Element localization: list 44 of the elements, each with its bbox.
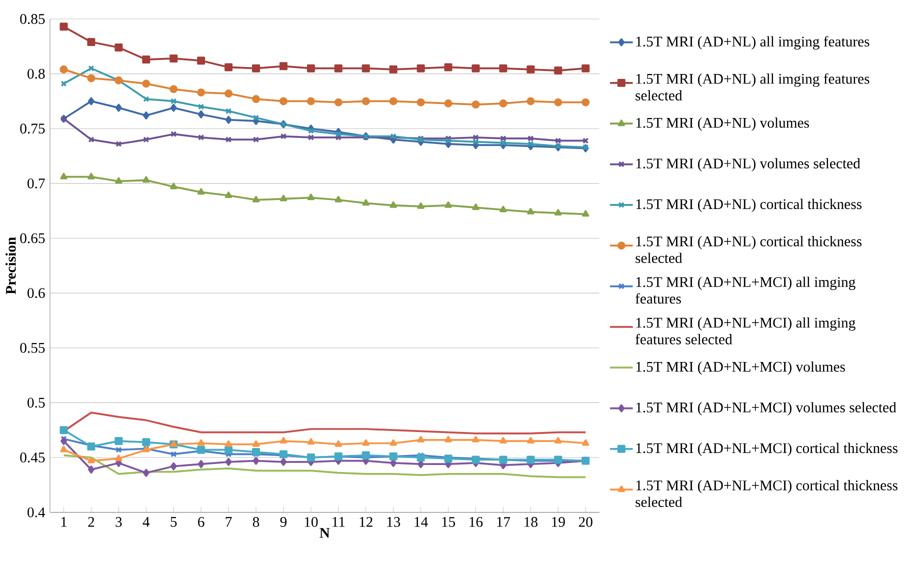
x-tick-label: 15 (442, 517, 456, 527)
legend-label: 1.5T MRI (AD+NL+MCI) all imging features (636, 276, 856, 304)
legend-label: 1.5T MRI (AD+NL+MCI) all imging features selected (636, 317, 856, 344)
y-tick-label: 0.8 (28, 68, 45, 79)
y-tick-label: 0.45 (20, 452, 45, 462)
legend-label: 1.5T MRI (AD+NL) volumes selected (636, 158, 860, 172)
legend-label: 1.5T MRI (AD+NL) all imging features selected (636, 73, 870, 100)
y-axis-title: Precision (6, 237, 16, 294)
y-tick-label: 0.6 (28, 288, 45, 298)
y-tick-label: 0.4 (28, 507, 46, 518)
x-tick-label: 6 (198, 517, 204, 527)
y-tick-label: 0.85 (20, 14, 45, 24)
x-tick-label: 11 (332, 517, 345, 527)
y-tick-label: 0.65 (20, 233, 45, 244)
x-tick-label: 9 (280, 517, 287, 527)
legend-label: 1.5T MRI (AD+NL+MCI) cortical thickness selected (636, 480, 898, 508)
legend-label: 1.5T MRI (AD+NL) cortical thickness (636, 198, 862, 212)
x-axis-title: N (320, 528, 330, 538)
x-tick-label: 8 (252, 517, 260, 527)
x-tick-label: 18 (524, 517, 538, 527)
x-tick-label: 13 (387, 517, 400, 527)
legend-label: 1.5T MRI (AD+NL+MCI) volumes selected (636, 402, 896, 416)
legend-label: 1.5T MRI (AD+NL) all imging features (636, 36, 870, 50)
legend-label: 1.5T MRI (AD+NL+MCI) cortical thickness (636, 442, 898, 456)
y-tick-label: 0.5 (28, 398, 45, 408)
x-tick-label: 14 (414, 517, 428, 527)
x-tick-label: 5 (170, 517, 177, 527)
y-tick-label: 0.55 (20, 342, 45, 353)
y-tick-label: 0.75 (20, 124, 45, 134)
legend-label: 1.5T MRI (AD+NL+MCI) volumes (636, 361, 845, 375)
x-tick-label: 3 (116, 517, 122, 527)
x-tick-label: 17 (497, 517, 510, 527)
y-tick-label: 0.7 (28, 178, 45, 188)
x-tick-label: 4 (142, 517, 150, 527)
x-tick-label: 20 (578, 517, 592, 527)
x-tick-label: 2 (88, 517, 94, 527)
legend-label: 1.5T MRI (AD+NL) cortical thickness selected (636, 236, 862, 264)
legend-label: 1.5T MRI (AD+NL) volumes (636, 117, 809, 131)
x-tick-label: 12 (360, 517, 372, 527)
x-tick-label: 10 (304, 517, 318, 527)
x-tick-label: 19 (552, 517, 565, 527)
x-tick-label: 1 (61, 517, 67, 527)
x-tick-label: 16 (470, 517, 483, 527)
x-tick-label: 7 (226, 517, 232, 527)
